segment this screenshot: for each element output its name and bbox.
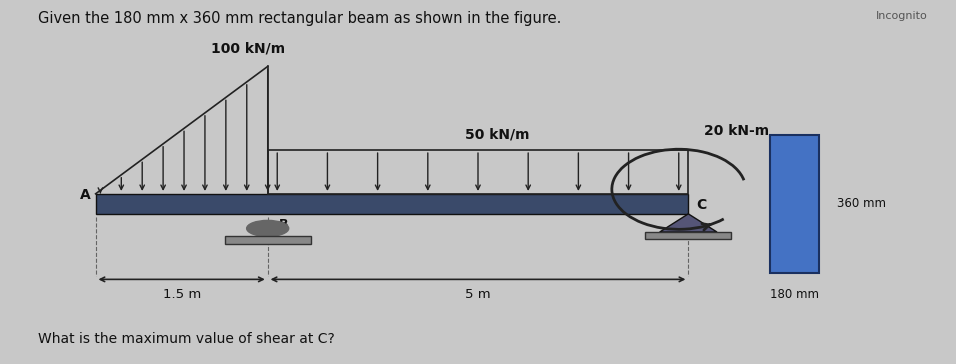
Text: 5 m: 5 m	[466, 288, 490, 301]
Polygon shape	[660, 214, 717, 232]
Text: A: A	[80, 188, 91, 202]
Text: 50 kN/m: 50 kN/m	[465, 127, 530, 141]
Bar	[645, 232, 731, 239]
Bar	[96, 194, 688, 214]
Bar	[268, 150, 688, 194]
Text: What is the maximum value of shear at C?: What is the maximum value of shear at C?	[38, 332, 335, 346]
Text: B: B	[279, 218, 289, 231]
Text: 360 mm: 360 mm	[836, 197, 885, 210]
Circle shape	[247, 220, 289, 237]
Text: Given the 180 mm x 360 mm rectangular beam as shown in the figure.: Given the 180 mm x 360 mm rectangular be…	[38, 11, 561, 26]
Text: C: C	[696, 198, 706, 212]
Bar	[770, 135, 819, 273]
Text: 1.5 m: 1.5 m	[163, 288, 201, 301]
Text: 180 mm: 180 mm	[770, 288, 819, 301]
Text: 100 kN/m: 100 kN/m	[211, 41, 286, 55]
Bar	[225, 237, 311, 245]
Text: 20 kN-m: 20 kN-m	[704, 124, 769, 138]
Text: Incognito: Incognito	[876, 11, 927, 21]
